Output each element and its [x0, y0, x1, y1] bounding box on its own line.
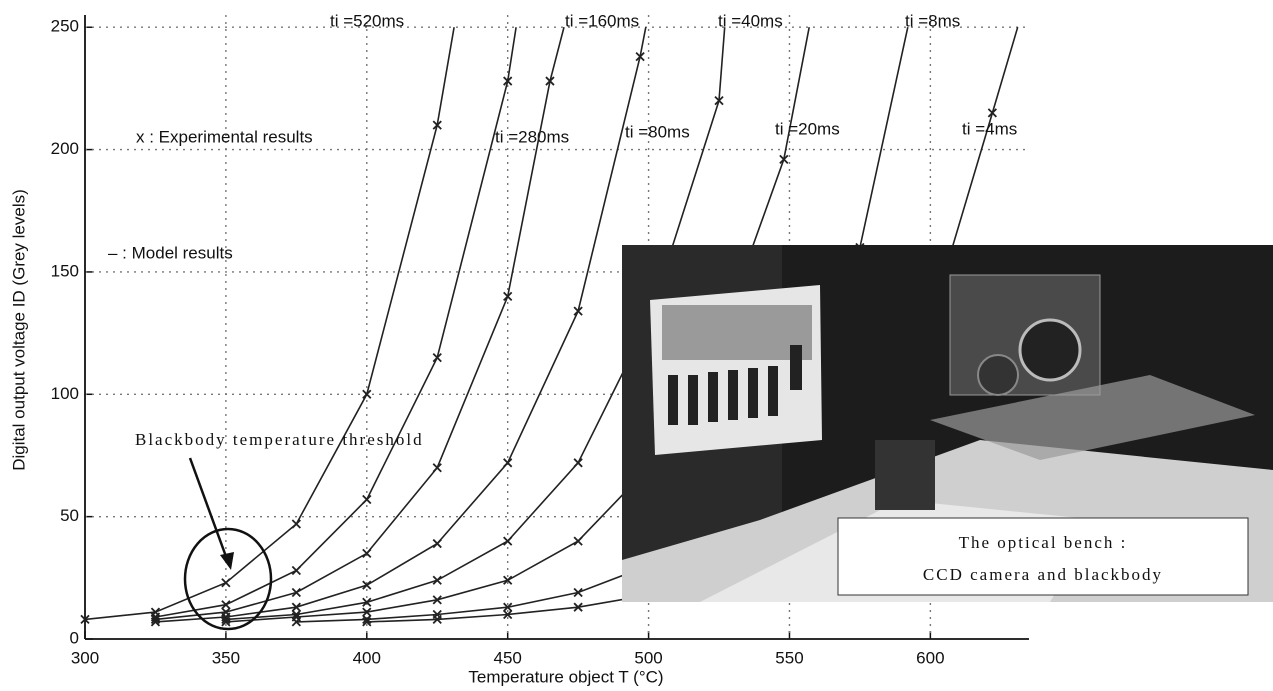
annotation: Blackbody temperature threshold	[135, 430, 424, 449]
experimental-marker	[573, 602, 583, 612]
experimental-marker	[150, 617, 161, 627]
experimental-marker	[779, 154, 789, 165]
x-tick-label: 500	[634, 648, 662, 667]
experimental-marker	[362, 494, 372, 505]
y-tick-label: 250	[51, 17, 79, 36]
experimental-marker	[635, 51, 645, 62]
experimental-marker	[362, 607, 372, 617]
inset-photo	[622, 245, 1273, 602]
y-tick-label: 100	[51, 384, 79, 403]
arrowhead	[220, 552, 234, 570]
inset-caption: The optical bench :	[959, 533, 1128, 552]
series-label: ti =40ms	[718, 11, 783, 30]
experimental-marker	[362, 389, 372, 399]
experimental-marker	[432, 538, 442, 549]
experimental-marker	[503, 602, 513, 612]
experimental-marker	[291, 602, 301, 612]
experimental-marker	[503, 291, 513, 302]
y-tick-label: 50	[60, 506, 79, 525]
series-label: ti =280ms	[495, 127, 569, 146]
x-tick-label: 550	[775, 648, 803, 667]
experimental-marker	[503, 536, 513, 546]
experimental-marker	[432, 120, 442, 130]
experimental-marker	[362, 580, 372, 590]
y-axis-label: Digital output voltage ID (Grey levels)	[9, 189, 28, 471]
series-label: ti =20ms	[775, 119, 840, 138]
experimental-marker	[291, 617, 301, 627]
experimental-marker	[362, 617, 372, 627]
experimental-marker	[573, 587, 583, 598]
experimental-marker	[362, 597, 372, 607]
model-curve	[84, 27, 455, 621]
experimental-marker	[987, 108, 998, 118]
y-tick-label: 150	[51, 261, 79, 280]
experimental-marker	[503, 76, 513, 86]
inset-caption: CCD camera and blackbody	[923, 565, 1163, 584]
experimental-marker	[573, 306, 583, 316]
series-label: ti =80ms	[625, 122, 690, 141]
y-tick-label: 0	[70, 628, 79, 647]
experimental-marker	[362, 548, 372, 558]
experimental-marker	[545, 76, 555, 86]
x-tick-label: 350	[212, 648, 240, 667]
experimental-marker	[432, 463, 442, 473]
x-axis-label: Temperature object T (°C)	[468, 667, 663, 686]
annotation: x : Experimental results	[136, 127, 313, 146]
experimental-marker	[573, 536, 583, 546]
experimental-marker	[503, 609, 513, 620]
x-tick-label: 600	[916, 648, 944, 667]
experimental-marker	[221, 578, 231, 588]
annotation: – : Model results	[108, 243, 233, 262]
experimental-marker	[432, 352, 442, 363]
series-label: ti =160ms	[565, 11, 639, 30]
experimental-marker	[291, 565, 301, 576]
x-tick-label: 300	[71, 648, 99, 667]
experimental-marker	[573, 458, 583, 468]
x-tick-label: 450	[493, 648, 521, 667]
arrow	[188, 457, 230, 563]
experimental-marker	[432, 614, 442, 625]
experimental-marker	[503, 458, 513, 468]
model-curve	[155, 27, 647, 623]
series-label: ti =4ms	[962, 119, 1017, 138]
experimental-marker	[432, 575, 442, 585]
series-label: ti =8ms	[905, 11, 960, 30]
experimental-marker	[714, 96, 724, 106]
y-tick-label: 200	[51, 139, 79, 158]
experimental-marker	[432, 595, 442, 605]
experimental-marker	[291, 587, 301, 598]
experimental-marker	[221, 600, 231, 610]
experimental-marker	[221, 617, 231, 627]
experimental-marker	[291, 519, 301, 529]
experimental-marker	[503, 575, 513, 585]
x-tick-label: 400	[353, 648, 381, 667]
model-curve	[155, 26, 565, 621]
series-label: ti =520ms	[330, 11, 404, 30]
model-curve	[155, 27, 517, 618]
threshold-circle	[183, 527, 273, 631]
experimental-marker	[80, 614, 90, 625]
